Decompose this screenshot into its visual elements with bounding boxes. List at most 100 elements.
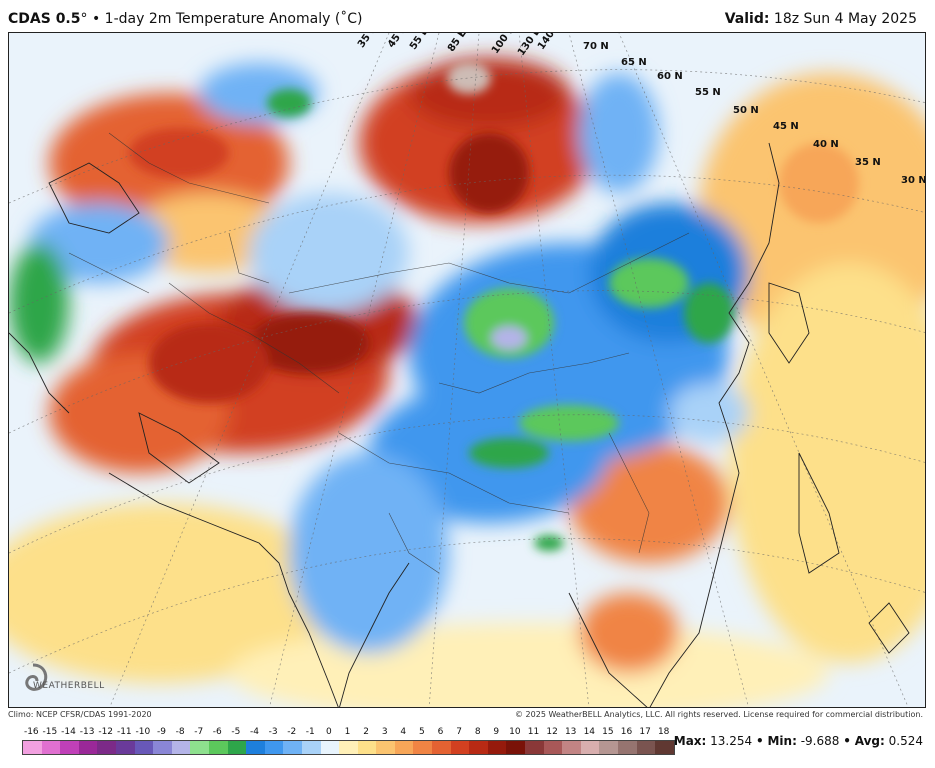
colorbar-tick-label: 13 bbox=[564, 727, 577, 737]
colorbar-cell bbox=[301, 741, 321, 754]
anomaly-field bbox=[9, 33, 925, 707]
colorbar-cell bbox=[543, 741, 563, 754]
colorbar-cell bbox=[115, 741, 135, 754]
lat-label-60n: 60 N bbox=[657, 71, 683, 82]
model-suffix: ° bbox=[80, 11, 88, 27]
lat-label-70n: 70 N bbox=[583, 41, 609, 52]
colorbar-tick-label: -2 bbox=[287, 727, 297, 737]
colorbar-tick-label: -11 bbox=[116, 727, 132, 737]
colorbar-cell bbox=[171, 741, 191, 754]
colorbar-tick-label: -16 bbox=[23, 727, 39, 737]
colorbar-cell bbox=[153, 741, 172, 754]
coastlines bbox=[9, 142, 910, 707]
model-name: CDAS 0.5 bbox=[8, 11, 81, 27]
colorbar-cell bbox=[376, 741, 395, 754]
colorbar-cell bbox=[134, 741, 154, 754]
colorbar-tick-label: 4 bbox=[400, 727, 407, 737]
colorbar-cell bbox=[655, 741, 674, 754]
country-borders bbox=[68, 132, 690, 574]
colorbar-tick-label: -14 bbox=[61, 727, 76, 737]
min-label: Min: bbox=[767, 734, 797, 748]
colorbar-cell bbox=[469, 741, 488, 754]
colorbar-cell bbox=[413, 741, 433, 754]
colorbar-tick-label: -7 bbox=[194, 727, 204, 737]
colorbar-cell bbox=[41, 741, 61, 754]
colorbar-cell bbox=[618, 741, 637, 754]
colorbar-cell bbox=[264, 741, 284, 754]
valid-label: Valid: bbox=[724, 11, 770, 27]
colorbar-tick-label: -5 bbox=[231, 727, 241, 737]
colorbar-cell bbox=[506, 741, 526, 754]
avg-value: 0.524 bbox=[888, 734, 923, 748]
colorbar-cell bbox=[78, 741, 98, 754]
valid-value: 18z Sun 4 May 2025 bbox=[773, 11, 917, 27]
field-stats: Max: 13.254 • Min: -9.688 • Avg: 0.524 bbox=[674, 734, 923, 748]
colorbar-tick-label: 6 bbox=[437, 727, 444, 737]
colorbar-tick-label: 7 bbox=[456, 727, 462, 737]
colorbar-tick-label: 10 bbox=[509, 727, 521, 737]
colorbar-tick-label: 3 bbox=[381, 727, 388, 737]
colorbar-cell bbox=[432, 741, 451, 754]
valid-time: Valid: 18z Sun 4 May 2025 bbox=[725, 11, 917, 27]
lat-label-35n: 35 N bbox=[855, 157, 881, 168]
colorbar-cell bbox=[23, 741, 42, 754]
max-value: 13.254 bbox=[710, 734, 753, 748]
colorbar-cell bbox=[599, 741, 618, 754]
colorbar-tick-label: -9 bbox=[157, 727, 166, 737]
colorbar-tick-label: 8 bbox=[474, 727, 481, 737]
colorbar-cell bbox=[580, 741, 600, 754]
colorbar-cell bbox=[320, 741, 340, 754]
product-title: 1-day 2m Temperature Anomaly (˚C) bbox=[104, 11, 363, 27]
colorbar-tick-label: 9 bbox=[493, 727, 500, 737]
lat-label-40n: 40 N bbox=[813, 139, 839, 150]
colorbar-tick-label: -13 bbox=[79, 727, 95, 737]
colorbar-cell bbox=[394, 741, 414, 754]
colorbar-cell bbox=[525, 741, 544, 754]
colorbar-cell bbox=[190, 741, 209, 754]
colorbar-cell bbox=[97, 741, 116, 754]
colorbar-tick-label: -12 bbox=[98, 727, 114, 737]
anomaly-cores bbox=[129, 62, 859, 551]
title-bullet: • bbox=[91, 11, 101, 27]
stats-sep-1: • bbox=[755, 734, 764, 748]
colorbar-tick-label: 12 bbox=[546, 727, 558, 737]
colorbar-cell bbox=[60, 741, 79, 754]
colorbar-tick-label: 0 bbox=[326, 727, 332, 737]
lat-label-65n: 65 N bbox=[621, 57, 647, 68]
colorbar-tick-label: -4 bbox=[250, 727, 259, 737]
colorbar-tick-label: 18 bbox=[657, 727, 670, 737]
anomaly-map: 35 E 45 E 55 E 85 E 100 E 130 E 140 E 70… bbox=[8, 32, 926, 708]
colorbar-tick-label: -1 bbox=[305, 727, 315, 737]
lat-label-50n: 50 N bbox=[733, 105, 759, 116]
colorbar-cell bbox=[283, 741, 302, 754]
colorbar-tick-label: -15 bbox=[42, 727, 58, 737]
colorbar-tick-label: 1 bbox=[344, 727, 351, 737]
colorbar-tick-label: 15 bbox=[602, 727, 614, 737]
lat-label-30n: 30 N bbox=[901, 175, 926, 186]
colorbar-cell bbox=[339, 741, 358, 754]
min-value: -9.688 bbox=[800, 734, 840, 748]
lat-label-55n: 55 N bbox=[695, 87, 721, 98]
stats-sep-2: • bbox=[843, 734, 851, 748]
colorbar-tick-label: -8 bbox=[175, 727, 185, 737]
colorbar-tick-label: 17 bbox=[639, 727, 651, 737]
weatherbell-logo: WEATHERBELL bbox=[13, 661, 104, 703]
colorbar-tick-label: 5 bbox=[419, 727, 425, 737]
graticule bbox=[9, 33, 925, 707]
header-bar: CDAS 0.5° • 1-day 2m Temperature Anomaly… bbox=[0, 0, 935, 32]
colorbar-cell bbox=[208, 741, 228, 754]
map-title: CDAS 0.5° • 1-day 2m Temperature Anomaly… bbox=[8, 11, 363, 27]
swirl-icon bbox=[25, 663, 48, 691]
colorbar-cell bbox=[227, 741, 247, 754]
logo-text: WEATHERBELL bbox=[33, 681, 105, 691]
colorbar-cell bbox=[246, 741, 265, 754]
lat-label-45n: 45 N bbox=[773, 121, 799, 132]
colorbar-cell bbox=[562, 741, 581, 754]
avg-label: Avg: bbox=[854, 734, 885, 748]
colorbar-tick-label: -6 bbox=[212, 727, 222, 737]
copyright-note: © 2025 WeatherBELL Analytics, LLC. All r… bbox=[515, 710, 923, 719]
colorbar-cell bbox=[357, 741, 377, 754]
colorbar-tick-label: 11 bbox=[527, 727, 540, 737]
max-label: Max: bbox=[673, 734, 707, 748]
colorbar-tick-label: 2 bbox=[363, 727, 369, 737]
